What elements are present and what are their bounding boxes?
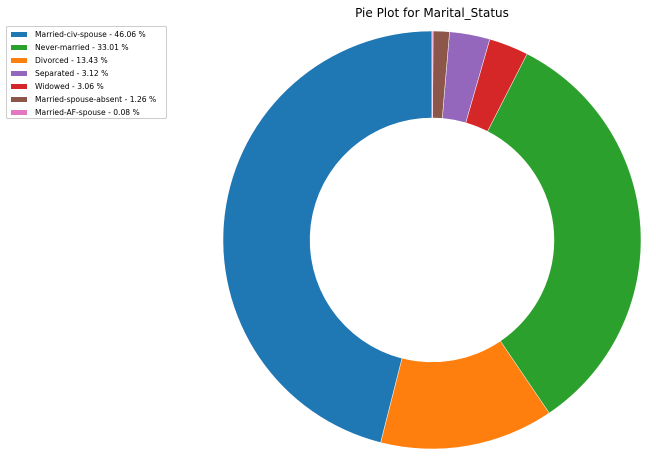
chart-legend: Married-civ-spouse - 46.06 % Never-marrie… xyxy=(6,26,167,119)
legend-label: Never-married - 33.01 % xyxy=(35,43,129,52)
pie-slice-married-civ-spouse xyxy=(222,30,433,443)
legend-item-married-af-spouse: Married-AF-spouse - 0.08 % xyxy=(11,106,162,119)
legend-swatch xyxy=(11,58,27,63)
legend-swatch xyxy=(11,84,27,89)
legend-item-never-married: Never-married - 33.01 % xyxy=(11,41,162,54)
legend-label: Married-AF-spouse - 0.08 % xyxy=(35,108,140,117)
pie-slice-never-married xyxy=(487,53,642,414)
pie-slices xyxy=(222,30,642,450)
legend-item-married-civ-spouse: Married-civ-spouse - 46.06 % xyxy=(11,28,162,41)
legend-swatch xyxy=(11,97,27,102)
legend-label: Married-civ-spouse - 46.06 % xyxy=(35,30,146,39)
pie-slice-married-af-spouse xyxy=(431,30,434,119)
legend-label: Widowed - 3.06 % xyxy=(35,82,104,91)
legend-swatch xyxy=(11,110,27,115)
legend-item-divorced: Divorced - 13.43 % xyxy=(11,54,162,67)
chart-title: Pie Plot for Marital_Status xyxy=(355,6,509,20)
legend-swatch xyxy=(11,71,27,76)
legend-label: Divorced - 13.43 % xyxy=(35,56,108,65)
legend-swatch xyxy=(11,32,27,37)
legend-item-widowed: Widowed - 3.06 % xyxy=(11,80,162,93)
legend-label: Separated - 3.12 % xyxy=(35,69,109,78)
legend-item-married-spouse-absent: Married-spouse-absent - 1.26 % xyxy=(11,93,162,106)
legend-swatch xyxy=(11,45,27,50)
legend-label: Married-spouse-absent - 1.26 % xyxy=(35,95,157,104)
legend-item-separated: Separated - 3.12 % xyxy=(11,67,162,80)
